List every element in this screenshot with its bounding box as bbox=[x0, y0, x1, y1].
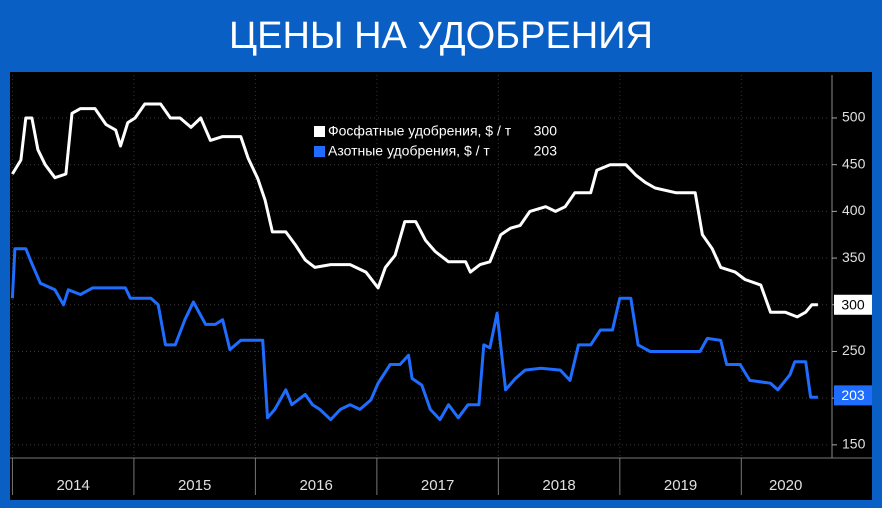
y-tick-label: 150 bbox=[842, 436, 866, 452]
series-line bbox=[10, 247, 818, 422]
last-value-badge bbox=[834, 294, 872, 315]
x-tick-label: 2014 bbox=[56, 477, 89, 494]
x-tick-label: 2018 bbox=[542, 477, 575, 494]
legend-swatch bbox=[314, 126, 325, 137]
y-tick-label: 450 bbox=[842, 155, 866, 171]
legend-value: 203 bbox=[534, 143, 558, 159]
last-value-badge bbox=[834, 385, 872, 406]
legend-label: Азотные удобрения, $ / т bbox=[328, 143, 490, 159]
plot-background bbox=[10, 72, 872, 500]
y-tick-label: 350 bbox=[842, 249, 866, 265]
y-tick-label: 400 bbox=[842, 202, 866, 218]
x-tick-label: 2020 bbox=[769, 477, 802, 494]
last-value-label: 203 bbox=[841, 387, 865, 403]
x-tick-label: 2017 bbox=[421, 477, 454, 494]
legend-label: Фосфатные удобрения, $ / т bbox=[328, 123, 512, 139]
last-value-label: 300 bbox=[841, 296, 865, 312]
y-tick-label: 500 bbox=[842, 109, 866, 125]
x-tick-label: 2019 bbox=[664, 477, 697, 494]
y-tick-label: 250 bbox=[842, 342, 866, 358]
series-line bbox=[11, 102, 818, 319]
x-tick-label: 2016 bbox=[299, 477, 332, 494]
legend-value: 300 bbox=[534, 123, 558, 139]
x-tick-label: 2015 bbox=[178, 477, 211, 494]
chart-title: ЦЕНЫ НА УДОБРЕНИЯ bbox=[229, 15, 653, 57]
legend-swatch bbox=[314, 146, 325, 157]
